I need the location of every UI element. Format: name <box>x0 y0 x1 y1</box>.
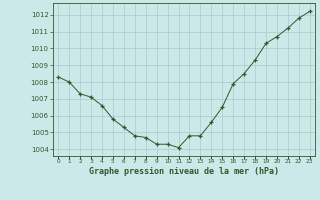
X-axis label: Graphe pression niveau de la mer (hPa): Graphe pression niveau de la mer (hPa) <box>89 167 279 176</box>
